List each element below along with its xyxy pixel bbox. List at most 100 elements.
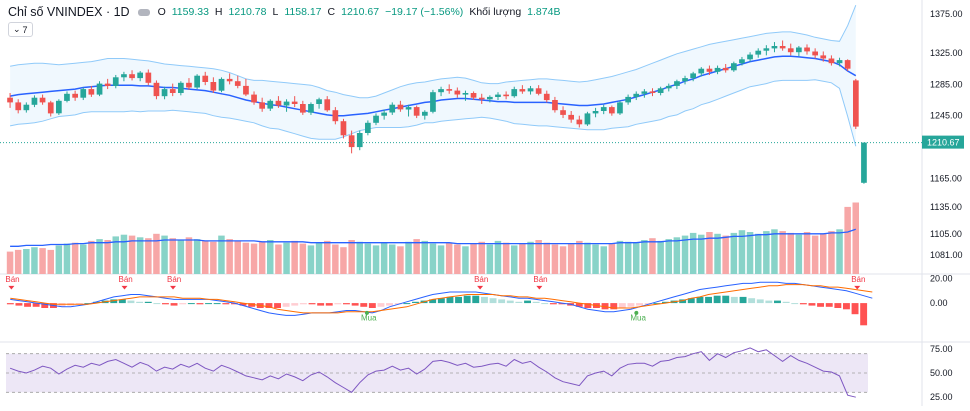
symbol-title[interactable]: Chỉ số VNINDEX · 1D	[8, 5, 130, 19]
candle	[779, 46, 786, 49]
volume-bar	[738, 230, 746, 274]
macd-histogram-bar	[558, 303, 566, 305]
macd-histogram-bar	[58, 303, 66, 307]
candle	[722, 67, 729, 71]
candle	[348, 135, 355, 148]
bollinger-lower-line	[10, 79, 857, 147]
macd-histogram-bar	[463, 295, 471, 304]
candle	[251, 94, 257, 103]
macd-histogram-bar	[317, 303, 325, 306]
macd-histogram-bar	[394, 303, 402, 305]
volume-bar	[218, 235, 225, 274]
candle	[405, 107, 412, 110]
macd-histogram-bar	[636, 303, 643, 306]
candle	[39, 97, 46, 103]
bollinger-fill	[10, 5, 856, 147]
volume-bar	[616, 240, 624, 274]
candle	[283, 101, 290, 106]
candle	[413, 107, 420, 116]
candle	[324, 99, 331, 111]
volume-bar	[31, 247, 38, 274]
volume-bar	[47, 249, 54, 274]
macd-histogram-bar	[489, 298, 497, 304]
price-tick-label: 1325.00	[930, 48, 963, 58]
candle	[153, 82, 160, 97]
volume-bar	[559, 246, 567, 274]
indicators-toggle-button[interactable]: ⌄ 7	[8, 22, 33, 37]
candle	[56, 100, 62, 114]
volume-bar	[633, 242, 640, 274]
candle	[31, 97, 38, 105]
macd-histogram-bar	[291, 303, 299, 306]
volume-bar	[755, 233, 762, 274]
macd-histogram-bar	[515, 301, 523, 303]
candle	[7, 97, 13, 103]
volume-bar	[258, 241, 266, 274]
macd-histogram-bar	[472, 295, 480, 304]
macd-histogram-bar	[403, 303, 411, 305]
candle	[80, 89, 87, 98]
macd-histogram-bar	[213, 303, 221, 305]
close-value: 1210.67	[341, 6, 380, 18]
candle	[64, 93, 70, 101]
candle	[186, 82, 192, 88]
volume-bar	[795, 234, 803, 274]
candle	[454, 90, 461, 95]
buy-signal-marker	[364, 310, 369, 315]
volume-bar	[136, 237, 144, 274]
low-value: 1158.17	[284, 6, 322, 18]
candle	[381, 112, 387, 116]
candle	[503, 94, 509, 97]
visibility-icon[interactable]	[137, 8, 150, 16]
volume-bar	[324, 240, 331, 274]
candle	[682, 78, 688, 82]
volume-bar	[445, 242, 453, 274]
candle	[763, 48, 770, 51]
macd-histogram-bar	[282, 303, 290, 307]
volume-bar	[486, 244, 494, 274]
volume-bar	[803, 232, 811, 274]
macd-histogram-bar	[377, 303, 385, 307]
candle	[568, 114, 574, 120]
volume-bar	[567, 243, 575, 274]
macd-histogram-bar	[601, 303, 609, 310]
candle	[836, 60, 843, 64]
high-value: 1210.78	[228, 6, 267, 18]
volume-bar	[161, 235, 168, 274]
macd-histogram-bar	[541, 303, 549, 305]
volume-bar	[722, 235, 729, 274]
volume-bar	[641, 240, 648, 274]
candle	[552, 100, 558, 111]
candle	[194, 75, 200, 88]
volume-bar	[177, 240, 185, 274]
candle	[129, 74, 135, 79]
macd-histogram-bar	[713, 295, 721, 304]
macd-histogram-bar	[739, 296, 747, 304]
rsi-tick-label: 25.00	[930, 392, 953, 402]
volume-bar	[511, 245, 518, 274]
macd-histogram-bar	[93, 301, 100, 303]
candle	[657, 88, 664, 93]
candle	[739, 59, 745, 64]
macd-tick-label: 0.00	[930, 298, 948, 308]
candle	[96, 83, 103, 95]
macd-histogram-bar	[705, 296, 712, 304]
macd-histogram-bar	[644, 303, 652, 305]
candle	[560, 110, 566, 115]
volume-bar	[811, 235, 819, 274]
candle	[145, 72, 152, 83]
macd-histogram-bar	[343, 303, 350, 305]
volume-bar	[763, 231, 770, 274]
volume-bar	[689, 232, 697, 274]
volume-bar	[71, 242, 79, 274]
candle	[804, 47, 810, 52]
candle	[397, 104, 404, 110]
macd-histogram-bar	[808, 303, 816, 306]
macd-histogram-bar	[368, 303, 376, 308]
candle	[365, 122, 371, 133]
candle	[462, 93, 469, 95]
candle	[861, 142, 867, 183]
